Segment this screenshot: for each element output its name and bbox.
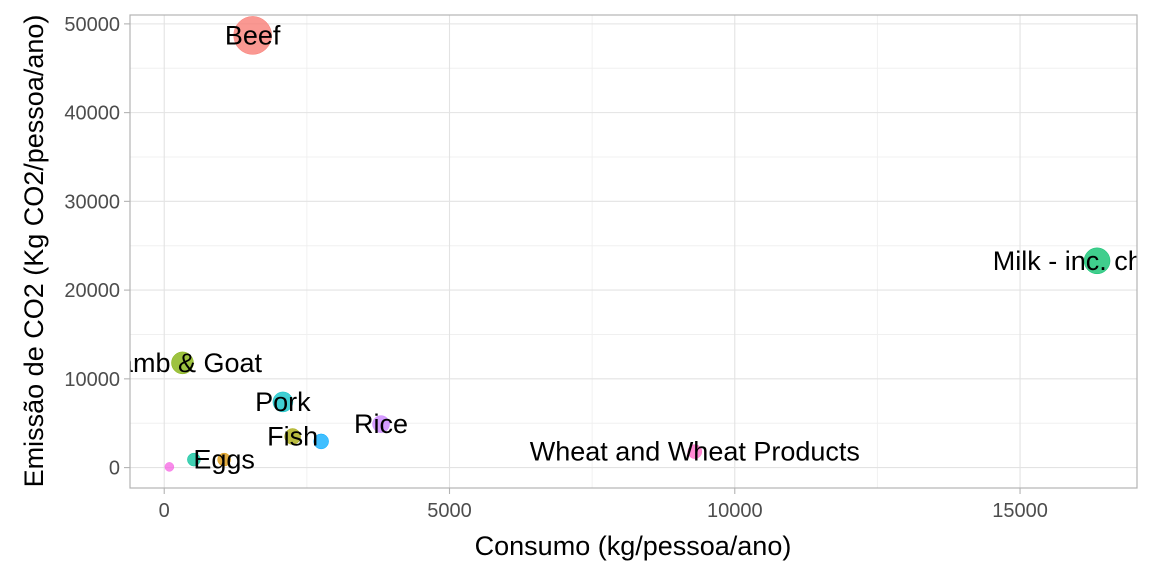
minor-gridlines bbox=[130, 15, 1137, 488]
y-tick-label: 20000 bbox=[64, 280, 120, 302]
y-tick-label: 40000 bbox=[64, 103, 120, 125]
y-axis-title: Emissão de CO2 (Kg CO2/pessoa/ano) bbox=[19, 15, 49, 488]
data-point bbox=[284, 428, 301, 445]
point-label: Beef bbox=[225, 20, 281, 50]
point-label: Rice bbox=[354, 409, 408, 439]
plot-border bbox=[129, 14, 1138, 489]
data-point bbox=[313, 433, 329, 450]
x-tick-label: 5000 bbox=[427, 500, 472, 522]
point-label: Wheat and Wheat Products bbox=[530, 437, 860, 467]
data-point bbox=[171, 351, 194, 375]
x-axis-ticks: 0 5000 10000 15000 bbox=[159, 488, 1048, 522]
point-label: Fish bbox=[267, 422, 318, 452]
y-tick-label: 30000 bbox=[64, 191, 120, 213]
point-label: Milk - inc. cheese bbox=[993, 246, 1152, 276]
data-point bbox=[272, 391, 294, 413]
y-axis-ticks: 0 10000 20000 30000 40000 50000 bbox=[64, 14, 130, 480]
x-tick-label: 10000 bbox=[707, 500, 763, 522]
y-tick-label: 0 bbox=[109, 458, 120, 480]
major-gridlines bbox=[130, 15, 1137, 488]
point-label: Eggs bbox=[193, 445, 255, 475]
y-tick-label: 50000 bbox=[64, 14, 120, 36]
data-point bbox=[233, 16, 272, 55]
point-label: Lamb & Goat bbox=[103, 348, 263, 378]
x-tick-label: 0 bbox=[159, 500, 170, 522]
y-tick-label: 10000 bbox=[64, 369, 120, 391]
point-labels: Beef Milk - inc. cheese Lamb & Goat Pork Ric… bbox=[103, 20, 1152, 475]
data-point bbox=[217, 452, 231, 467]
data-point bbox=[687, 444, 703, 459]
data-point bbox=[1083, 247, 1111, 275]
data-point bbox=[372, 415, 390, 433]
data-points bbox=[164, 16, 1111, 472]
point-label: Pork bbox=[255, 387, 311, 417]
x-tick-label: 15000 bbox=[992, 500, 1048, 522]
data-point bbox=[187, 452, 201, 467]
x-axis-title: Consumo (kg/pessoa/ano) bbox=[475, 531, 792, 561]
plot-background bbox=[130, 15, 1137, 488]
data-point bbox=[164, 462, 175, 472]
